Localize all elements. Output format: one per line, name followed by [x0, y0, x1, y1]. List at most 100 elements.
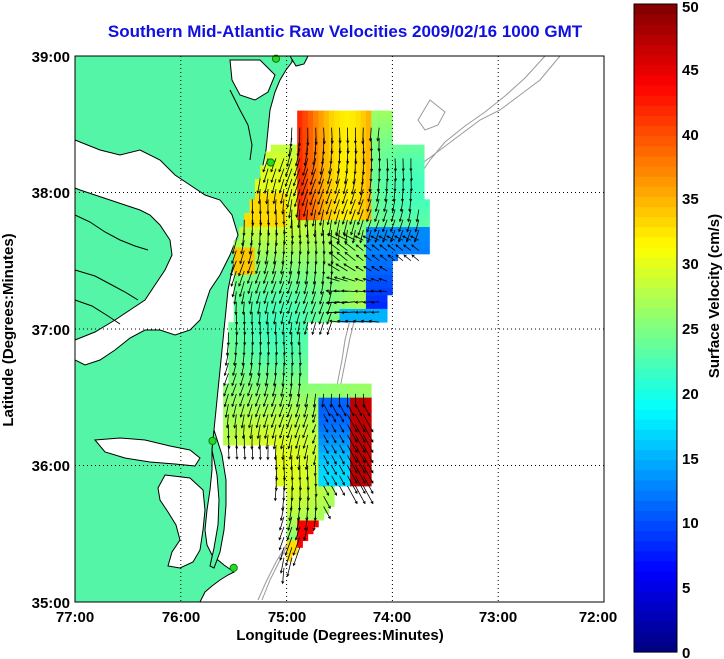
velocity-arrowhead — [362, 289, 366, 293]
velocity-arrowhead — [305, 477, 310, 481]
velocity-cell — [244, 219, 250, 228]
velocity-cell — [397, 165, 404, 173]
velocity-arrowhead — [342, 471, 345, 476]
velocity-cell — [291, 335, 298, 344]
velocity-cell — [334, 465, 340, 473]
velocity-arrow — [241, 291, 245, 304]
velocity-cell — [286, 281, 293, 289]
velocity-cell — [313, 520, 319, 528]
velocity-cell — [286, 301, 293, 309]
velocity-cell — [286, 192, 293, 200]
colorbar-tick: 5 — [682, 580, 690, 597]
velocity-cell — [323, 267, 330, 275]
velocity-arrowhead — [337, 161, 341, 165]
velocity-cell — [286, 342, 293, 350]
velocity-arrowhead — [325, 201, 329, 205]
velocity-arrowhead — [362, 151, 366, 155]
velocity-cell — [302, 144, 309, 152]
velocity-arrowhead — [247, 414, 251, 418]
velocity-cell — [339, 212, 346, 221]
velocity-cell — [265, 151, 272, 159]
velocity-arrow — [371, 278, 380, 282]
velocity-cell — [286, 165, 293, 173]
velocity-cell — [238, 356, 245, 364]
velocity-cell — [318, 451, 325, 460]
velocity-cell — [402, 192, 409, 200]
velocity-arrowhead — [301, 192, 304, 197]
velocity-arrow — [264, 291, 269, 304]
velocity-cell — [376, 117, 383, 125]
velocity-arrowhead — [357, 211, 361, 216]
velocity-cell — [238, 410, 245, 419]
albemarle-sound — [93, 437, 201, 467]
velocity-cell — [402, 144, 409, 152]
velocity-cell — [276, 240, 282, 248]
velocity-cell — [350, 294, 356, 303]
velocity-arrowhead — [255, 425, 259, 429]
velocity-arrow — [322, 393, 325, 408]
velocity-arrowhead — [338, 150, 342, 155]
velocity-arrowhead — [359, 192, 363, 196]
velocity-arrowhead — [262, 414, 266, 418]
velocity-cell — [344, 233, 351, 241]
velocity-arrow — [296, 311, 301, 324]
velocity-cell — [402, 219, 409, 228]
velocity-cell — [371, 117, 377, 125]
velocity-cell — [323, 226, 330, 234]
velocity-arrow — [305, 209, 309, 227]
velocity-arrow — [271, 291, 277, 304]
velocity-cell — [291, 199, 298, 207]
velocity-arrow — [239, 281, 245, 297]
velocity-cell — [397, 185, 404, 193]
velocity-arrowhead — [342, 482, 345, 486]
velocity-cell — [387, 165, 393, 173]
velocity-cell — [286, 349, 293, 357]
velocity-arrowhead — [355, 254, 359, 258]
velocity-cell — [355, 397, 362, 405]
velocity-cell — [418, 172, 425, 180]
velocity-arrowhead — [401, 188, 405, 192]
velocity-cell — [233, 376, 240, 384]
velocity-cell — [291, 144, 298, 152]
velocity-arrowhead — [286, 424, 290, 428]
velocity-arrow — [239, 393, 245, 407]
velocity-cell — [318, 137, 325, 146]
colorbar-swatch — [634, 307, 677, 319]
velocity-arrowhead — [334, 233, 339, 237]
velocity-cell — [344, 438, 351, 446]
velocity-cell — [387, 124, 393, 132]
velocity-arrowhead — [379, 266, 383, 269]
river-york — [74, 299, 121, 325]
velocity-cell — [276, 192, 282, 200]
velocity-cell — [297, 520, 303, 528]
velocity-arrow — [355, 475, 366, 494]
velocity-arrow — [295, 434, 301, 449]
velocity-arrow — [255, 260, 261, 274]
velocity-cell — [291, 492, 298, 501]
velocity-cell — [339, 445, 346, 453]
velocity-cell — [307, 233, 314, 241]
velocity-cell — [276, 165, 282, 173]
velocity-cell — [233, 240, 240, 248]
velocity-cell — [276, 267, 282, 275]
velocity-cell — [244, 233, 250, 241]
velocity-cell — [307, 417, 314, 425]
velocity-cell — [270, 383, 277, 391]
velocity-arrowhead — [292, 562, 296, 567]
velocity-arrowhead — [343, 263, 347, 267]
velocity-arrowhead — [258, 331, 262, 336]
velocity-arrowhead — [282, 221, 286, 225]
velocity-cell — [334, 390, 340, 398]
velocity-cell — [408, 199, 414, 207]
velocity-arrowhead — [231, 403, 235, 408]
velocity-arrow — [362, 465, 374, 484]
velocity-arrow — [289, 506, 293, 521]
velocity-cell — [276, 315, 282, 323]
velocity-cell — [233, 363, 240, 371]
velocity-arrow — [323, 434, 329, 443]
velocity-cell — [238, 226, 245, 234]
velocity-cell — [313, 417, 319, 425]
velocity-cell — [286, 185, 293, 193]
velocity-cell — [334, 472, 340, 480]
radar-station-marker — [208, 436, 217, 446]
